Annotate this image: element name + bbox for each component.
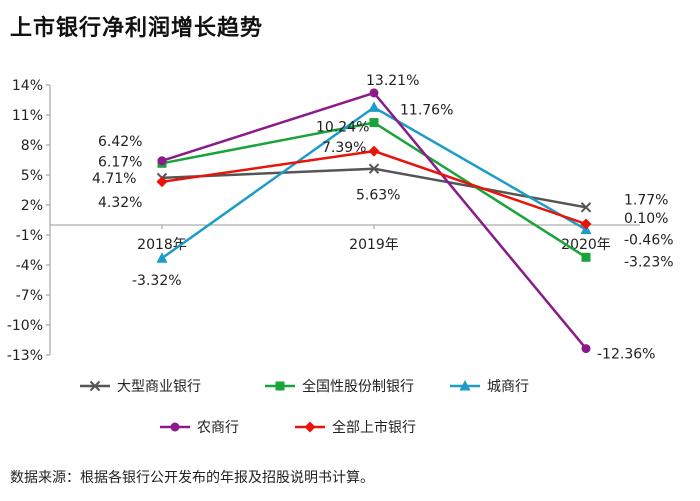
y-tick-label: -10% <box>7 318 43 334</box>
data-label: 11.76% <box>400 102 453 118</box>
data-label: 4.32% <box>98 195 142 211</box>
data-label: 6.17% <box>98 154 142 170</box>
data-point <box>368 145 380 157</box>
y-tick-label: -1% <box>16 228 43 244</box>
data-label: -3.23% <box>624 254 674 270</box>
y-tick-label: -13% <box>7 348 43 364</box>
data-label: 13.21% <box>366 73 419 89</box>
data-labels: 4.71% 5.63% 1.77% 6.17% 10.24% -3.23% -3.32% 11… <box>92 73 674 363</box>
chart-title: 上市银行净利润增长趋势 <box>10 16 264 41</box>
data-label: -0.46% <box>624 233 674 249</box>
legend-label: 大型商业银行 <box>117 379 201 395</box>
y-tick-label: 2% <box>21 198 43 214</box>
legend-label: 全部上市银行 <box>332 419 416 436</box>
y-tick-label: 14% <box>12 78 43 94</box>
legend-swatch-marker <box>89 380 101 392</box>
data-point <box>581 252 591 262</box>
data-label: 4.71% <box>92 171 136 187</box>
data-point <box>368 101 380 112</box>
data-point <box>369 118 379 128</box>
y-tick-label: 11% <box>12 108 43 124</box>
data-label: 1.77% <box>624 192 668 208</box>
legend-swatch-marker <box>304 421 316 433</box>
data-point <box>156 252 168 263</box>
legend-swatch-marker <box>459 380 471 391</box>
legend-item: 大型商业银行 <box>80 379 201 395</box>
data-label: 6.42% <box>98 134 142 150</box>
legend-swatch-marker <box>170 422 180 432</box>
data-label: -3.32% <box>132 273 182 289</box>
data-point <box>581 344 591 354</box>
series-markers <box>156 88 592 354</box>
data-label: -12.36% <box>597 347 655 363</box>
legend-item: 全部上市银行 <box>295 419 416 436</box>
legend-item: 全国性股份制银行 <box>265 378 414 395</box>
y-tick-label: 5% <box>21 168 43 184</box>
data-point <box>368 163 380 174</box>
x-tick-label: 2019年 <box>349 237 399 253</box>
data-point <box>580 218 592 230</box>
data-point <box>157 156 167 166</box>
legend-item: 农商行 <box>160 420 239 436</box>
legend-label: 农商行 <box>197 420 239 436</box>
legend-label: 全国性股份制银行 <box>302 378 414 395</box>
series-line <box>161 91 587 350</box>
legend-swatch-marker <box>275 381 285 391</box>
data-label: 5.63% <box>356 188 400 204</box>
series-lines <box>161 91 587 350</box>
data-label: 10.24% <box>316 120 369 136</box>
data-point <box>156 176 168 188</box>
chart-axes: 14%11%8%5%2%-1%-4%-7%-10%-13%2018年 2019年 2… <box>7 78 640 364</box>
y-tick-label: -7% <box>16 288 43 304</box>
source-note: 数据来源：根据各银行公开发布的年报及招股说明书计算。 <box>10 470 374 486</box>
legend-item: 城商行 <box>450 379 529 395</box>
y-tick-label: 8% <box>21 138 43 154</box>
data-point <box>369 88 379 98</box>
data-label: 0.10% <box>624 211 668 227</box>
data-label: 7.39% <box>322 140 366 156</box>
y-tick-label: -4% <box>16 258 43 274</box>
data-point <box>580 202 592 213</box>
legend-label: 城商行 <box>487 379 529 395</box>
series-line <box>161 106 587 260</box>
